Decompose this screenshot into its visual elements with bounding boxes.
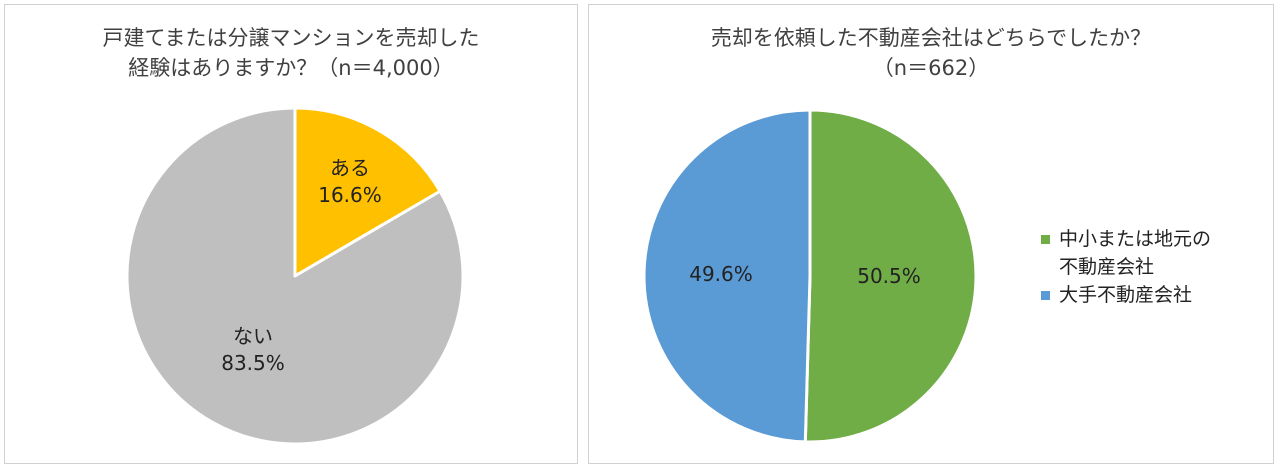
slice-value-label: 16.6%: [318, 183, 382, 207]
legend-swatch: [1041, 291, 1050, 300]
pie-slice-1: [125, 106, 465, 446]
chart-panel-right: 売却を依頼した不動産会社はどちらでしたか？ （n＝662） 50.5% 49.6…: [588, 4, 1274, 464]
pie-chart: [642, 108, 978, 444]
legend-label: 不動産会社: [1059, 256, 1155, 278]
slice-label-major: 49.6%: [671, 261, 771, 288]
chart-legend: 中小または地元の 不動産会社 大手不動産会社: [1041, 225, 1211, 309]
chart-title: 売却を依頼した不動産会社はどちらでしたか？ （n＝662）: [589, 23, 1273, 83]
legend-item-major: 大手不動産会社: [1041, 281, 1211, 309]
slice-label-nai: ない 83.5%: [203, 323, 303, 377]
pie-slice-0: [293, 106, 442, 278]
legend-swatch: [1041, 235, 1050, 244]
legend-label: 大手不動産会社: [1059, 284, 1193, 306]
chart-panel-left: 戸建てまたは分譲マンションを売却した 経験はありますか？（n＝4,000） ある…: [4, 4, 578, 464]
chart-title-line: （n＝662）: [872, 56, 990, 80]
slice-category-label: ある: [330, 156, 370, 180]
slice-value-label: 83.5%: [221, 351, 285, 375]
slice-label-aru: ある 16.6%: [300, 155, 400, 209]
legend-item-local: 中小または地元の 不動産会社: [1041, 225, 1211, 281]
chart-title-line: 戸建てまたは分譲マンションを売却した: [102, 26, 480, 50]
chart-title: 戸建てまたは分譲マンションを売却した 経験はありますか？（n＝4,000）: [5, 23, 577, 83]
pie-slice-0: [803, 108, 978, 444]
slice-value-label: 49.6%: [689, 262, 753, 286]
chart-title-line: 売却を依頼した不動産会社はどちらでしたか？: [710, 26, 1152, 50]
pie-chart: [125, 106, 465, 446]
slice-category-label: ない: [233, 324, 273, 348]
slice-value-label: 50.5%: [857, 264, 921, 288]
legend-label: 中小または地元の: [1059, 228, 1212, 250]
slice-label-local: 50.5%: [839, 263, 939, 290]
pie-slice-1: [642, 108, 812, 444]
chart-title-line: 経験はありますか？（n＝4,000）: [128, 56, 454, 80]
